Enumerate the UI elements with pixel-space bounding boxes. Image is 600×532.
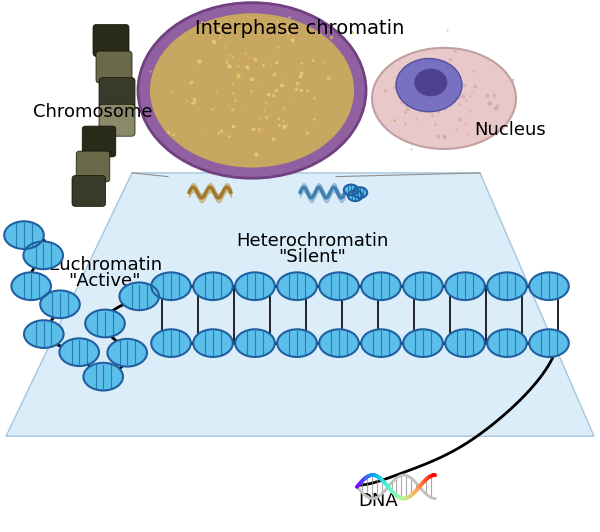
Ellipse shape	[107, 339, 147, 367]
Ellipse shape	[23, 242, 63, 269]
Ellipse shape	[193, 329, 233, 357]
FancyBboxPatch shape	[96, 51, 132, 83]
Ellipse shape	[11, 272, 51, 300]
Ellipse shape	[150, 13, 354, 168]
Ellipse shape	[277, 272, 317, 300]
Ellipse shape	[119, 282, 159, 310]
Text: DNA: DNA	[358, 492, 398, 510]
Ellipse shape	[319, 272, 359, 300]
FancyBboxPatch shape	[93, 24, 129, 56]
Ellipse shape	[361, 272, 401, 300]
Text: Nucleus: Nucleus	[474, 121, 546, 139]
Ellipse shape	[85, 310, 125, 337]
Ellipse shape	[193, 272, 233, 300]
Ellipse shape	[344, 185, 358, 195]
Ellipse shape	[83, 363, 123, 390]
Ellipse shape	[235, 272, 275, 300]
FancyBboxPatch shape	[99, 78, 135, 110]
FancyBboxPatch shape	[82, 126, 116, 157]
Ellipse shape	[4, 221, 44, 249]
Ellipse shape	[445, 272, 485, 300]
Ellipse shape	[487, 272, 527, 300]
Ellipse shape	[277, 329, 317, 357]
Ellipse shape	[151, 272, 191, 300]
Polygon shape	[6, 173, 594, 436]
Ellipse shape	[40, 290, 80, 318]
Ellipse shape	[403, 272, 443, 300]
Ellipse shape	[487, 329, 527, 357]
Ellipse shape	[319, 329, 359, 357]
Ellipse shape	[138, 3, 366, 178]
Ellipse shape	[396, 59, 462, 112]
Text: "Silent": "Silent"	[278, 248, 346, 266]
Ellipse shape	[235, 329, 275, 357]
FancyBboxPatch shape	[72, 176, 106, 206]
Text: Heterochromatin: Heterochromatin	[236, 232, 388, 250]
FancyBboxPatch shape	[76, 151, 110, 182]
Ellipse shape	[361, 329, 401, 357]
Ellipse shape	[529, 329, 569, 357]
Ellipse shape	[414, 69, 447, 96]
Ellipse shape	[372, 48, 516, 149]
Ellipse shape	[403, 329, 443, 357]
Text: Chromosome: Chromosome	[33, 103, 152, 121]
Text: Interphase chromatin: Interphase chromatin	[196, 19, 404, 38]
Ellipse shape	[59, 338, 99, 366]
Ellipse shape	[24, 320, 64, 348]
Ellipse shape	[151, 329, 191, 357]
Ellipse shape	[353, 187, 367, 198]
Ellipse shape	[529, 272, 569, 300]
FancyBboxPatch shape	[99, 104, 135, 136]
Ellipse shape	[445, 329, 485, 357]
Text: "Active": "Active"	[69, 272, 141, 290]
Text: Euchromatin: Euchromatin	[48, 256, 162, 274]
Ellipse shape	[348, 190, 362, 201]
